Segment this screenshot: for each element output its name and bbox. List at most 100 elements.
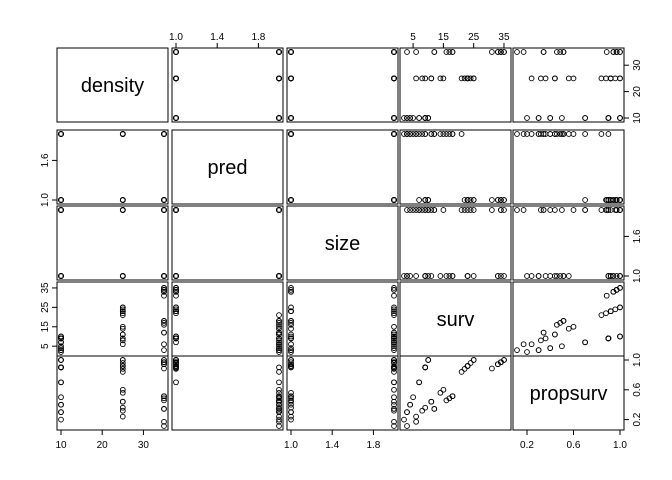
- point-surv-vs-propsurv: [603, 292, 610, 299]
- point-propsurv-vs-density: [161, 357, 167, 363]
- diag-label-propsurv: propsurv: [530, 383, 608, 405]
- point-surv-vs-density: [119, 312, 126, 318]
- point-pred-vs-surv: [467, 197, 474, 203]
- point-density-vs-surv: [428, 75, 435, 82]
- point-pred-vs-surv: [458, 131, 465, 137]
- diag-label-density: density: [81, 75, 144, 97]
- point-surv-vs-pred: [276, 343, 282, 350]
- point-size-vs-surv: [443, 273, 450, 279]
- point-propsurv-vs-size: [391, 406, 397, 412]
- point-pred-vs-density: [58, 197, 64, 203]
- point-density-vs-surv: [464, 75, 471, 82]
- point-propsurv-vs-size: [391, 359, 397, 366]
- panel-pred-vs-propsurv: [512, 129, 625, 205]
- point-propsurv-vs-density: [58, 379, 64, 386]
- point-density-vs-pred: [276, 115, 282, 121]
- point-propsurv-vs-surv: [419, 407, 426, 414]
- point-surv-vs-pred: [276, 331, 282, 338]
- point-surv-vs-density: [161, 347, 167, 353]
- point-pred-vs-propsurv: [557, 131, 564, 137]
- point-size-vs-density: [119, 273, 126, 279]
- panel-density-vs-propsurv: [512, 47, 625, 123]
- point-size-vs-surv: [501, 273, 507, 279]
- point-surv-vs-size: [391, 287, 397, 293]
- tick-label-left-pred: 1.0: [40, 193, 51, 207]
- point-surv-vs-size: [391, 323, 397, 330]
- point-propsurv-vs-pred: [276, 406, 282, 412]
- panel-propsurv-vs-pred: [171, 355, 284, 431]
- point-surv-vs-density: [161, 285, 167, 291]
- point-size-vs-surv: [422, 273, 429, 279]
- point-pred-vs-propsurv: [560, 131, 567, 137]
- point-pred-vs-surv: [416, 197, 422, 203]
- point-surv-vs-pred: [276, 349, 282, 355]
- point-propsurv-vs-density: [161, 365, 167, 372]
- point-size-vs-propsurv: [528, 273, 535, 279]
- point-propsurv-vs-pred: [173, 359, 179, 366]
- point-surv-vs-pred: [276, 321, 282, 328]
- point-size-vs-surv: [413, 207, 419, 213]
- point-density-vs-surv: [470, 75, 477, 82]
- point-propsurv-vs-size: [288, 361, 294, 368]
- point-propsurv-vs-size: [391, 379, 397, 386]
- point-density-vs-propsurv: [603, 49, 610, 55]
- tick-label-top-surv: 35: [498, 32, 510, 43]
- point-propsurv-vs-density: [119, 413, 126, 420]
- point-size-vs-propsurv: [613, 207, 620, 213]
- point-surv-vs-propsurv: [542, 335, 549, 342]
- point-pred-vs-propsurv: [617, 197, 623, 203]
- tick-label-top-surv: 15: [438, 32, 450, 43]
- panel-size-vs-propsurv: [512, 205, 625, 281]
- point-propsurv-vs-density: [119, 369, 126, 375]
- panel-pred-vs-size: [286, 129, 399, 205]
- point-propsurv-vs-pred: [173, 361, 179, 368]
- point-surv-vs-density: [58, 339, 64, 346]
- point-surv-vs-density: [161, 287, 167, 293]
- point-pred-vs-surv: [440, 131, 447, 137]
- point-propsurv-vs-size: [391, 365, 397, 372]
- point-surv-vs-propsurv: [617, 333, 623, 340]
- point-density-vs-surv: [416, 115, 422, 121]
- point-pred-vs-density: [58, 131, 64, 137]
- point-surv-vs-propsurv: [610, 288, 617, 295]
- point-propsurv-vs-size: [391, 363, 397, 369]
- point-propsurv-vs-surv: [458, 369, 465, 375]
- point-surv-vs-propsurv: [570, 323, 577, 330]
- point-propsurv-vs-density: [119, 360, 126, 366]
- point-density-vs-pred: [173, 75, 179, 82]
- point-pred-vs-propsurv: [603, 197, 610, 203]
- point-surv-vs-density: [161, 288, 167, 295]
- point-size-vs-surv: [470, 207, 477, 213]
- point-density-vs-propsurv: [598, 75, 605, 82]
- point-pred-vs-surv: [470, 197, 477, 203]
- point-pred-vs-propsurv: [598, 131, 605, 137]
- point-size-vs-surv: [431, 207, 438, 213]
- point-pred-vs-surv: [407, 131, 413, 137]
- point-size-vs-pred: [276, 273, 282, 279]
- point-density-vs-propsurv: [570, 75, 577, 82]
- point-density-vs-surv: [461, 75, 468, 82]
- point-surv-vs-pred: [276, 345, 282, 351]
- tick-label-right-propsurv: 0.6: [632, 382, 643, 396]
- panel-density-vs-surv: [399, 47, 512, 123]
- point-surv-vs-size: [288, 285, 294, 291]
- point-pred-vs-density: [161, 131, 167, 137]
- point-size-vs-propsurv: [547, 207, 554, 213]
- point-surv-vs-propsurv: [514, 347, 520, 353]
- point-size-vs-surv: [498, 273, 504, 279]
- point-density-vs-propsurv: [557, 49, 564, 55]
- point-surv-vs-propsurv: [520, 341, 527, 348]
- point-surv-vs-size: [288, 349, 294, 355]
- point-surv-vs-size: [391, 310, 397, 317]
- point-surv-vs-pred: [276, 320, 282, 326]
- tick-label-right-density: 20: [632, 86, 643, 98]
- point-propsurv-vs-density: [161, 397, 167, 404]
- point-surv-vs-density: [58, 347, 64, 353]
- point-surv-vs-density: [161, 318, 167, 324]
- point-propsurv-vs-size: [391, 369, 397, 375]
- point-pred-vs-propsurv: [607, 197, 614, 203]
- point-density-vs-propsurv: [547, 115, 554, 121]
- point-propsurv-vs-surv: [413, 413, 419, 420]
- point-propsurv-vs-density: [58, 401, 64, 408]
- point-density-vs-propsurv: [542, 75, 549, 82]
